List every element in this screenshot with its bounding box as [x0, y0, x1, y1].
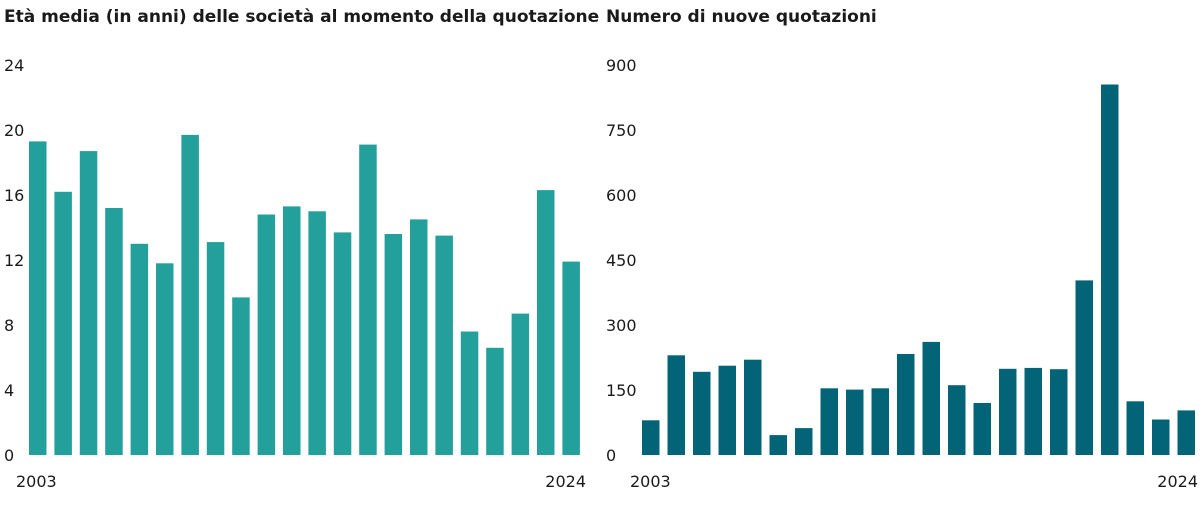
listings-bar-2024 — [1177, 410, 1195, 455]
listings-y-tick-label: 750 — [606, 121, 637, 140]
age-bar-2009 — [181, 134, 199, 455]
age-y-tick-label: 8 — [4, 316, 14, 335]
age-x-tick-label-first: 2003 — [16, 472, 57, 491]
listings-bar-2015 — [948, 385, 966, 455]
age-bar-2022 — [511, 313, 530, 455]
listings-bar-2020 — [1075, 280, 1093, 455]
age-y-tick-label: 4 — [4, 381, 14, 400]
listings-bar-2017 — [999, 368, 1017, 455]
listings-bar-2009 — [795, 428, 813, 455]
age-bar-2017 — [384, 234, 403, 455]
age-bar-2011 — [232, 297, 250, 455]
listings-x-tick-label-first: 2003 — [630, 472, 671, 491]
listings-bar-2021 — [1101, 84, 1119, 455]
listings-bar-2010 — [820, 388, 838, 455]
listings-bar-2007 — [744, 359, 762, 455]
listings-bar-2019 — [1050, 369, 1068, 455]
chart-title-listings: Numero di nuove quotazioni — [606, 7, 877, 27]
listings-bar-2008 — [769, 435, 787, 455]
listings-bar-2013 — [897, 354, 915, 455]
listings-y-tick-label: 150 — [606, 381, 637, 400]
listings-bar-2011 — [846, 389, 864, 455]
age-bar-2012 — [257, 214, 276, 455]
age-y-tick-label: 24 — [4, 56, 24, 75]
age-bar-2004 — [54, 191, 72, 456]
listings-bar-2014 — [922, 341, 940, 455]
listings-y-tick-label: 0 — [606, 446, 616, 465]
age-bar-2015 — [333, 232, 352, 455]
age-bar-2023 — [537, 190, 555, 455]
listings-bar-2012 — [871, 388, 889, 455]
age-bar-2010 — [206, 242, 225, 455]
listings-bar-2023 — [1152, 419, 1170, 455]
listings-bar-2005 — [693, 371, 711, 455]
age-bar-2016 — [359, 144, 377, 455]
age-y-tick-label: 12 — [4, 251, 24, 270]
age-bar-2014 — [308, 211, 326, 456]
listings-bar-2022 — [1126, 401, 1144, 455]
listings-bar-2018 — [1024, 367, 1042, 455]
listings-y-tick-label: 600 — [606, 186, 637, 205]
age-bar-2007 — [130, 243, 149, 455]
age-bar-2021 — [486, 347, 504, 456]
age-bar-2018 — [410, 219, 428, 455]
age-x-tick-label-last: 2024 — [545, 472, 586, 491]
age-y-tick-label: 20 — [4, 121, 24, 140]
listings-y-tick-label: 300 — [606, 316, 637, 335]
age-y-tick-label: 16 — [4, 186, 24, 205]
listings-x-tick-label-last: 2024 — [1157, 472, 1198, 491]
chart-title-age: Età media (in anni) delle società al mom… — [4, 7, 600, 27]
age-bar-2019 — [435, 235, 453, 455]
listings-y-tick-label: 900 — [606, 56, 637, 75]
age-bar-2020 — [460, 331, 479, 455]
age-bar-2013 — [283, 206, 301, 455]
listings-y-tick-label: 450 — [606, 251, 637, 270]
age-bar-2024 — [562, 261, 580, 455]
age-bar-2003 — [29, 141, 47, 455]
age-bar-2008 — [156, 263, 174, 456]
listings-bar-2004 — [667, 355, 685, 455]
listings-bar-2003 — [642, 420, 660, 455]
age-y-tick-label: 0 — [4, 446, 14, 465]
listings-bar-2006 — [718, 365, 736, 455]
listings-bar-2016 — [973, 403, 991, 455]
age-bar-2005 — [79, 151, 98, 455]
age-bar-2006 — [105, 208, 123, 455]
